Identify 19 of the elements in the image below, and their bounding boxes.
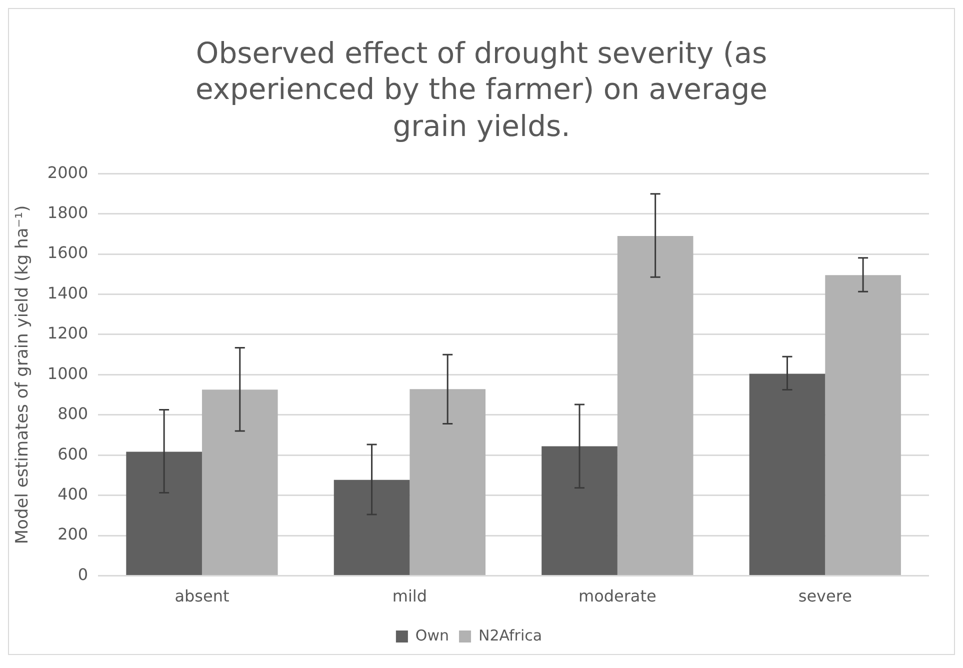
y-tick-label: 0 <box>78 564 88 584</box>
y-tick-label: 400 <box>58 484 88 504</box>
legend-label: N2Africa <box>478 626 542 644</box>
chart-title: Observed effect of drought severity (as experienced by the farmer) on average grain yields. <box>194 35 768 144</box>
y-tick-label: 1600 <box>47 242 88 262</box>
y-tick-label: 1400 <box>47 283 88 302</box>
y-tick-label: 600 <box>58 444 88 464</box>
y-tick-label: 800 <box>58 404 88 423</box>
y-tick-label: 1800 <box>47 202 88 222</box>
x-tick-label: severe <box>798 586 852 606</box>
x-tick-label: moderate <box>578 586 656 606</box>
x-tick-label: absent <box>174 586 230 606</box>
y-tick-label: 1000 <box>47 364 88 383</box>
legend-label: Own <box>415 626 450 644</box>
x-tick-label: mild <box>392 586 428 606</box>
y-tick-label: 1200 <box>47 323 88 342</box>
y-axis-title: Model estimates of grain yield (kg ha⁻¹) <box>12 205 33 544</box>
y-tick-label: 200 <box>58 524 88 544</box>
y-tick-label: 2000 <box>47 162 88 182</box>
